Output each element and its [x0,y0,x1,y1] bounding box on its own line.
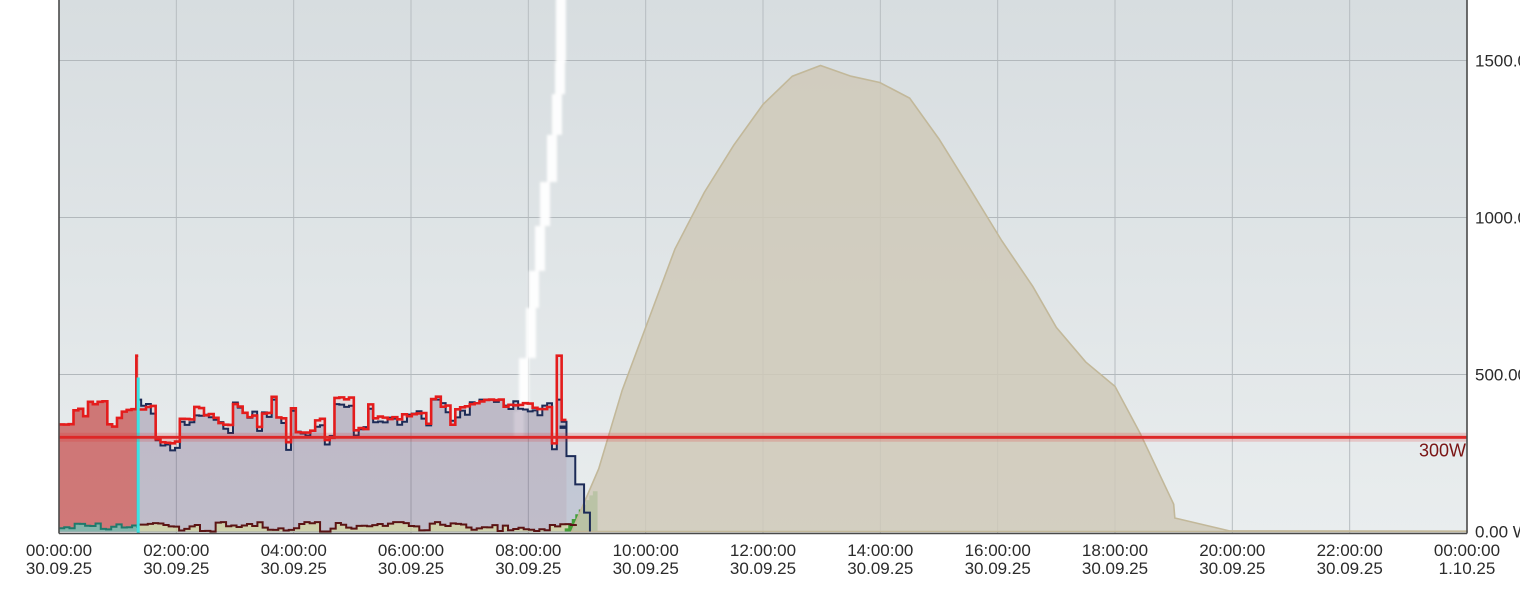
svg-text:0.00 W: 0.00 W [1475,523,1520,542]
svg-text:1500.00: 1500.00 [1475,52,1520,71]
svg-text:300W: 300W [1419,440,1466,460]
svg-text:500.00: 500.00 [1475,366,1520,385]
svg-text:1000.00: 1000.00 [1475,209,1520,228]
